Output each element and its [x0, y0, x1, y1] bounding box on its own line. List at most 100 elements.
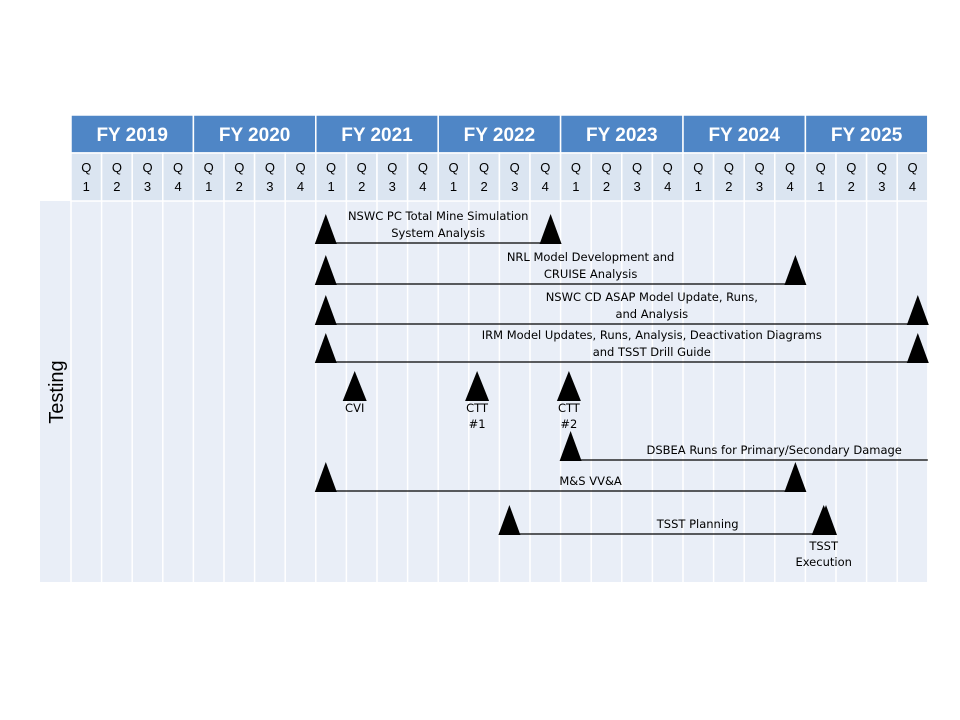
- quarter-letter: Q: [387, 160, 397, 175]
- quarter-number: 2: [358, 179, 365, 194]
- fiscal-year-label: FY 2021: [341, 125, 413, 146]
- task-start-marker: [314, 295, 337, 325]
- quarter-number: 2: [603, 179, 610, 194]
- quarter-header-cell: [651, 152, 684, 202]
- quarter-letter: Q: [601, 160, 611, 175]
- quarter-header-cell: [468, 152, 501, 202]
- quarter-letter: Q: [295, 160, 305, 175]
- quarter-number: 3: [144, 179, 151, 194]
- milestone-marker: [342, 371, 367, 401]
- quarter-header-cell: [192, 152, 225, 202]
- quarter-number: 3: [389, 179, 396, 194]
- quarter-header-cell: [162, 152, 195, 202]
- task-end-marker: [784, 255, 807, 285]
- task-label: M&S VV&A: [559, 474, 622, 488]
- quarter-number: 1: [572, 179, 579, 194]
- quarter-letter: Q: [510, 160, 520, 175]
- task-label: CRUISE Analysis: [544, 267, 637, 281]
- quarter-number: 2: [848, 179, 855, 194]
- quarter-header-cell: [498, 152, 531, 202]
- task-end-marker: [906, 333, 929, 363]
- quarter-number: 1: [450, 179, 457, 194]
- milestone-label: CTT: [466, 401, 489, 415]
- quarter-header-cell: [712, 152, 745, 202]
- task-end-marker: [784, 462, 807, 492]
- fiscal-year-label: FY 2023: [586, 125, 657, 146]
- quarter-letter: Q: [479, 160, 489, 175]
- quarter-letter: Q: [663, 160, 673, 175]
- quarter-letter: Q: [204, 160, 214, 175]
- fiscal-year-header-cell: [682, 114, 807, 154]
- quarter-number: 2: [113, 179, 120, 194]
- milestone-label: TSST: [808, 539, 839, 553]
- quarter-letter: Q: [265, 160, 275, 175]
- quarter-number: 1: [695, 179, 702, 194]
- quarter-number: 2: [236, 179, 243, 194]
- quarter-letter: Q: [357, 160, 367, 175]
- quarter-letter: Q: [846, 160, 856, 175]
- quarter-header-cell: [896, 152, 929, 202]
- quarter-number: 4: [419, 179, 426, 194]
- quarter-number: 4: [542, 179, 549, 194]
- fiscal-year-label: FY 2022: [464, 125, 535, 146]
- quarter-header-cell: [345, 152, 378, 202]
- fiscal-year-label: FY 2025: [831, 125, 903, 146]
- task-start-marker: [559, 431, 582, 461]
- task-start-marker: [314, 214, 337, 244]
- task-start-marker: [314, 255, 337, 285]
- quarter-number: 3: [633, 179, 640, 194]
- task-start-marker: [314, 333, 337, 363]
- quarter-letter: Q: [540, 160, 550, 175]
- quarter-letter: Q: [448, 160, 458, 175]
- row-label-testing: Testing: [46, 360, 68, 423]
- milestone-marker: [556, 371, 581, 401]
- task-label: NRL Model Development and: [507, 250, 675, 264]
- quarter-header-cell: [590, 152, 623, 202]
- task-start-marker: [498, 505, 521, 535]
- quarter-letter: Q: [877, 160, 887, 175]
- task-label: IRM Model Updates, Runs, Analysis, Deact…: [482, 328, 822, 342]
- quarter-letter: Q: [418, 160, 428, 175]
- quarter-header-cell: [621, 152, 654, 202]
- fiscal-year-header-cell: [192, 114, 317, 154]
- task-label: NSWC CD ASAP Model Update, Runs,: [546, 290, 758, 304]
- quarter-letter: Q: [112, 160, 122, 175]
- quarter-header-cell: [437, 152, 470, 202]
- quarter-header-cell: [70, 152, 103, 202]
- quarter-header-cell: [865, 152, 898, 202]
- quarter-letter: Q: [693, 160, 703, 175]
- quarter-header-cell: [743, 152, 776, 202]
- milestone-marker: [811, 505, 836, 535]
- quarter-header-cell: [804, 152, 837, 202]
- quarter-number: 2: [725, 179, 732, 194]
- quarter-letter: Q: [907, 160, 917, 175]
- quarter-number: 4: [174, 179, 181, 194]
- quarter-header-cell: [376, 152, 409, 202]
- quarter-letter: Q: [234, 160, 244, 175]
- fiscal-year-label: FY 2020: [219, 125, 290, 146]
- task-label: TSST Planning: [656, 517, 739, 531]
- milestone-label: CTT: [558, 401, 581, 415]
- task-label: NSWC PC Total Mine Simulation: [348, 209, 529, 223]
- milestone-label: CVI: [345, 401, 364, 415]
- quarter-number: 4: [786, 179, 793, 194]
- fiscal-year-label: FY 2019: [96, 125, 167, 146]
- quarter-number: 3: [266, 179, 273, 194]
- quarter-number: 1: [327, 179, 334, 194]
- quarter-number: 3: [878, 179, 885, 194]
- quarter-letter: Q: [632, 160, 642, 175]
- quarter-number: 1: [817, 179, 824, 194]
- fiscal-year-header-cell: [70, 114, 195, 154]
- milestone-label: Execution: [795, 555, 851, 569]
- quarter-letter: Q: [816, 160, 826, 175]
- task-label: and TSST Drill Guide: [593, 345, 711, 359]
- task-end-marker: [539, 214, 562, 244]
- quarter-number: 4: [297, 179, 304, 194]
- quarter-letter: Q: [173, 160, 183, 175]
- milestone-label: #1: [469, 417, 486, 431]
- quarter-letter: Q: [326, 160, 336, 175]
- quarter-letter: Q: [142, 160, 152, 175]
- milestone-label: #2: [560, 417, 577, 431]
- quarter-number: 3: [511, 179, 518, 194]
